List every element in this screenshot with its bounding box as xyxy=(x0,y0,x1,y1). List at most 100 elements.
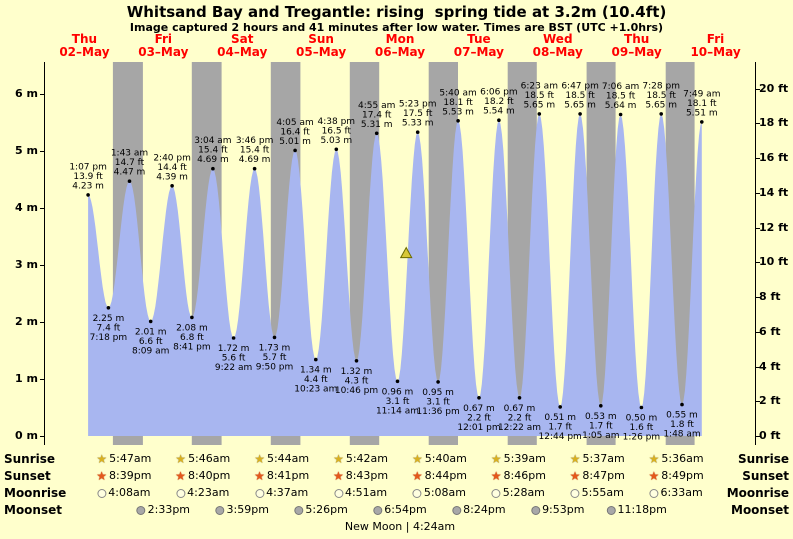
day-date: 03–May xyxy=(138,45,189,59)
day-label: Fri 03–May xyxy=(138,33,188,59)
moonrise-icon xyxy=(570,488,580,498)
moonset-icon xyxy=(215,505,225,515)
extreme-dot xyxy=(354,359,359,363)
extreme-dot xyxy=(537,112,542,116)
day-label: Sun 05–May xyxy=(296,33,346,59)
moonrise-time: 5:55am xyxy=(581,486,624,499)
sunset-icon: ★ xyxy=(175,469,186,483)
extreme-dot xyxy=(190,315,194,320)
extreme-dot xyxy=(211,166,215,171)
moonrise-time: 6:33am xyxy=(660,486,703,499)
sunset-entry: ★ 8:47pm xyxy=(570,469,625,483)
extreme-dot xyxy=(106,306,111,310)
y-axis-tick-m xyxy=(40,94,45,95)
low-tide-annotation: 1.72 m 5.6 ft 9:22 am xyxy=(215,344,252,373)
low-tide-annotation: 2.01 m 6.6 ft 8:09 am xyxy=(132,327,169,356)
sunrise-icon: ★ xyxy=(411,452,423,466)
day-date: 08–May xyxy=(532,45,583,59)
moonrise-icon xyxy=(491,488,501,498)
y-axis-tick-m xyxy=(40,265,45,266)
moonset-time: 6:54pm xyxy=(384,503,427,516)
sunset-time: 8:39pm xyxy=(109,469,152,482)
day-date: 09–May xyxy=(611,45,662,59)
high-tide-annotation: 5:40 am 18.1 ft 5.53 m xyxy=(439,88,476,117)
extreme-dot xyxy=(680,402,684,407)
moonrise-entry: 4:51am xyxy=(333,486,387,500)
moonrise-icon xyxy=(333,488,343,498)
extreme-dot xyxy=(293,148,297,153)
y-axis-tick-ft xyxy=(755,123,760,125)
extreme-dot xyxy=(272,335,277,340)
moonset-icon xyxy=(606,505,616,515)
low-tide-annotation: 0.53 m 1.7 ft 1:05 am xyxy=(582,412,619,441)
y-axis-tick-m xyxy=(40,322,45,323)
sunset-icon: ★ xyxy=(254,469,265,483)
extreme-dot xyxy=(558,405,562,409)
sunrise-icon: ★ xyxy=(175,452,187,466)
extreme-dot xyxy=(456,119,460,123)
moonrise-icon xyxy=(97,488,107,498)
extreme-dot xyxy=(231,336,236,340)
day-label: Fri 10–May xyxy=(690,33,740,59)
moonset-label-left: Moonset xyxy=(4,503,62,517)
sunset-icon: ★ xyxy=(490,469,502,483)
moonset-entry: 11:18pm xyxy=(606,503,667,517)
high-tide-annotation: 6:06 pm 18.2 ft 5.54 m xyxy=(480,88,518,117)
high-tide-annotation: 2:40 pm 14.4 ft 4.39 m xyxy=(153,153,191,182)
moonrise-label-right: Moonrise xyxy=(726,486,789,500)
day-label: Tue 07–May xyxy=(454,33,504,59)
day-label: Thu 09–May xyxy=(612,33,662,59)
day-date: 02–May xyxy=(59,45,110,59)
low-tide-annotation: 1.73 m 5.7 ft 9:50 pm xyxy=(256,343,294,372)
moonrise-time: 4:08am xyxy=(108,486,151,499)
extreme-dot xyxy=(436,380,440,384)
moonset-entry: 2:33pm xyxy=(136,503,190,517)
sunrise-time: 5:46am xyxy=(188,452,231,465)
moonrise-icon xyxy=(412,488,422,498)
y-axis-tick-ft xyxy=(755,331,760,333)
y-axis-tick-ft xyxy=(755,262,760,264)
sunset-time: 8:49pm xyxy=(661,469,704,482)
sunset-time: 8:47pm xyxy=(582,469,625,482)
day-weekday: Fri xyxy=(154,32,173,46)
moonrise-entry: 4:08am xyxy=(97,486,150,500)
low-tide-annotation: 0.55 m 1.8 ft 1:48 am xyxy=(663,411,700,440)
sunset-entry: ★ 8:41pm xyxy=(254,469,309,483)
low-tide-annotation: 0.95 m 3.1 ft 11:36 pm xyxy=(416,388,459,417)
tide-area xyxy=(88,113,702,437)
y-axis-tick-ft xyxy=(755,158,760,160)
day-weekday: Thu xyxy=(624,32,650,46)
sunrise-icon: ★ xyxy=(490,452,502,466)
sunset-time: 8:40pm xyxy=(187,469,231,482)
current-tide-marker xyxy=(399,246,413,259)
sunset-time: 8:43pm xyxy=(345,469,389,482)
sunrise-icon: ★ xyxy=(96,452,108,466)
moonset-label-right: Moonset xyxy=(731,503,789,517)
moonset-icon xyxy=(373,505,383,515)
y-axis-tick-m xyxy=(40,436,45,437)
low-tide-annotation: 0.96 m 3.1 ft 11:14 am xyxy=(376,387,419,416)
sunrise-entry: ★ 5:44am xyxy=(254,452,309,466)
y-axis-label-m: 6 m xyxy=(15,87,38,100)
sunset-time: 8:46pm xyxy=(503,469,546,482)
sunrise-entry: ★ 5:40am xyxy=(412,452,467,466)
extreme-dot xyxy=(659,112,663,116)
high-tide-annotation: 4:05 am 16.4 ft 5.01 m xyxy=(276,118,313,147)
extreme-dot xyxy=(148,319,153,324)
moonset-icon xyxy=(294,505,304,515)
page-title: Whitsand Bay and Tregantle: rising sprin… xyxy=(126,3,667,21)
low-tide-annotation: 1.34 m 4.4 ft 10:23 am xyxy=(294,366,337,395)
moonrise-icon xyxy=(176,488,186,498)
y-axis-label-m: 1 m xyxy=(15,372,38,385)
moonset-time: 3:59pm xyxy=(226,503,269,516)
y-axis-label-m: 2 m xyxy=(15,315,38,328)
sunset-label-right: Sunset xyxy=(742,469,789,483)
moonset-entry: 3:59pm xyxy=(215,503,269,517)
extreme-dot xyxy=(127,179,132,183)
high-tide-annotation: 4:55 am 17.4 ft 5.31 m xyxy=(358,101,395,130)
sunset-entry: ★ 8:49pm xyxy=(649,469,704,483)
y-axis-label-ft: 20 ft xyxy=(759,81,789,95)
high-tide-annotation: 7:49 am 18.1 ft 5.51 m xyxy=(683,89,720,118)
moonrise-entry: 4:23am xyxy=(176,486,229,500)
y-axis-label-m: 0 m xyxy=(15,429,38,442)
